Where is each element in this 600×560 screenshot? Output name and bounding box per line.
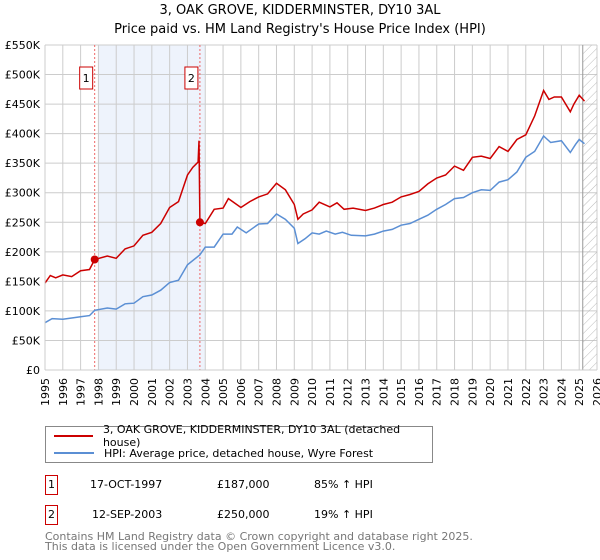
transaction-date: 17-OCT-1997	[90, 478, 163, 491]
y-tick-label: £100K	[5, 305, 41, 318]
x-tick-label: 1996	[57, 378, 70, 406]
x-tick-label: 1995	[39, 378, 52, 406]
y-tick-label: £500K	[5, 69, 41, 82]
x-tick-label: 1998	[92, 378, 105, 406]
x-tick-label: 2001	[146, 378, 159, 406]
transaction-price: £250,000	[217, 508, 270, 521]
x-tick-label: 2022	[520, 378, 533, 406]
sale-label: 1	[83, 72, 90, 85]
y-tick-label: £350K	[5, 157, 41, 170]
forecast-hatch	[582, 45, 597, 370]
transaction-row: 2 12-SEP-2003 £250,000 19% ↑ HPI	[45, 505, 545, 527]
property-price-line	[44, 88, 586, 284]
legend-label-property: 3, OAK GROVE, KIDDERMINSTER, DY10 3AL (d…	[102, 423, 401, 449]
x-tick-label: 2023	[538, 378, 551, 406]
x-tick-label: 2017	[431, 378, 444, 406]
footer-licence: This data is licensed under the Open Gov…	[45, 540, 396, 553]
x-tick-label: 2005	[217, 378, 230, 406]
x-tick-label: 2020	[484, 378, 497, 406]
x-tick-label: 2018	[449, 378, 462, 406]
y-tick-label: £300K	[5, 187, 41, 200]
y-tick-label: £400K	[5, 128, 41, 141]
transaction-hpi: 19% ↑ HPI	[314, 508, 373, 521]
x-tick-label: 2011	[324, 378, 337, 406]
x-tick-label: 1999	[110, 378, 123, 406]
legend-swatch-property	[54, 435, 93, 437]
hpi-line	[44, 134, 585, 324]
x-tick-label: 2008	[270, 378, 283, 406]
y-tick-label: £50K	[12, 334, 41, 347]
x-tick-label: 2004	[199, 378, 212, 406]
y-tick-label: £150K	[5, 275, 41, 288]
x-tick-label: 2015	[395, 378, 408, 406]
x-tick-label: 2000	[128, 378, 141, 406]
x-tick-label: 2019	[466, 378, 479, 406]
sale-label-box	[184, 66, 199, 90]
x-tick-label: 2010	[306, 378, 319, 406]
y-tick-label: £250K	[5, 216, 41, 229]
x-tick-label: 2007	[253, 378, 266, 406]
y-tick-label: £450K	[5, 98, 41, 111]
legend-swatch-hpi	[54, 452, 94, 454]
x-tick-label: 2006	[235, 378, 248, 406]
x-tick-label: 2016	[413, 378, 426, 406]
x-tick-label: 2012	[342, 378, 355, 406]
x-tick-label: 2003	[181, 378, 194, 406]
chart-title: 3, OAK GROVE, KIDDERMINSTER, DY10 3AL	[159, 3, 441, 18]
x-tick-label: 2025	[573, 378, 586, 406]
chart-subtitle: Price paid vs. HM Land Registry's House …	[114, 22, 486, 37]
x-tick-label: 2026	[591, 378, 600, 406]
y-tick-label: £0	[26, 364, 40, 377]
transaction-date: 12-SEP-2003	[92, 508, 163, 521]
price-chart: 1995 1996 1997 1998 1999 2000 2001 2002 2003 2004…	[5, 39, 600, 406]
sale-point	[90, 255, 99, 264]
x-tick-label: 2009	[288, 378, 301, 406]
legend-item-hpi: HPI: Average price, detached house, Wyre…	[54, 445, 373, 461]
x-tick-label: 2002	[164, 378, 177, 406]
y-tick-label: £550K	[5, 39, 41, 52]
sale-point	[195, 218, 204, 227]
legend-item-property: 3, OAK GROVE, KIDDERMINSTER, DY10 3AL (d…	[54, 423, 432, 449]
transaction-hpi: 85% ↑ HPI	[314, 478, 373, 491]
x-tick-label: 2024	[555, 378, 568, 406]
transaction-row: 1 17-OCT-1997 £187,000 85% ↑ HPI	[45, 475, 545, 497]
x-tick-label: 2021	[502, 378, 515, 406]
transaction-badge: 2	[45, 505, 58, 525]
sale-label: 2	[188, 72, 195, 85]
transaction-price: £187,000	[217, 478, 270, 491]
legend: 3, OAK GROVE, KIDDERMINSTER, DY10 3AL (d…	[45, 423, 433, 463]
legend-label-hpi: HPI: Average price, detached house, Wyre…	[104, 446, 374, 460]
x-tick-label: 2013	[360, 378, 373, 406]
x-tick-label: 2014	[377, 378, 390, 406]
transaction-badge: 1	[45, 475, 58, 495]
x-tick-label: 1997	[75, 378, 88, 406]
y-tick-label: £200K	[5, 246, 41, 259]
footer-copyright: Contains HM Land Registry data © Crown c…	[45, 530, 473, 543]
sale-label-box	[79, 66, 94, 90]
